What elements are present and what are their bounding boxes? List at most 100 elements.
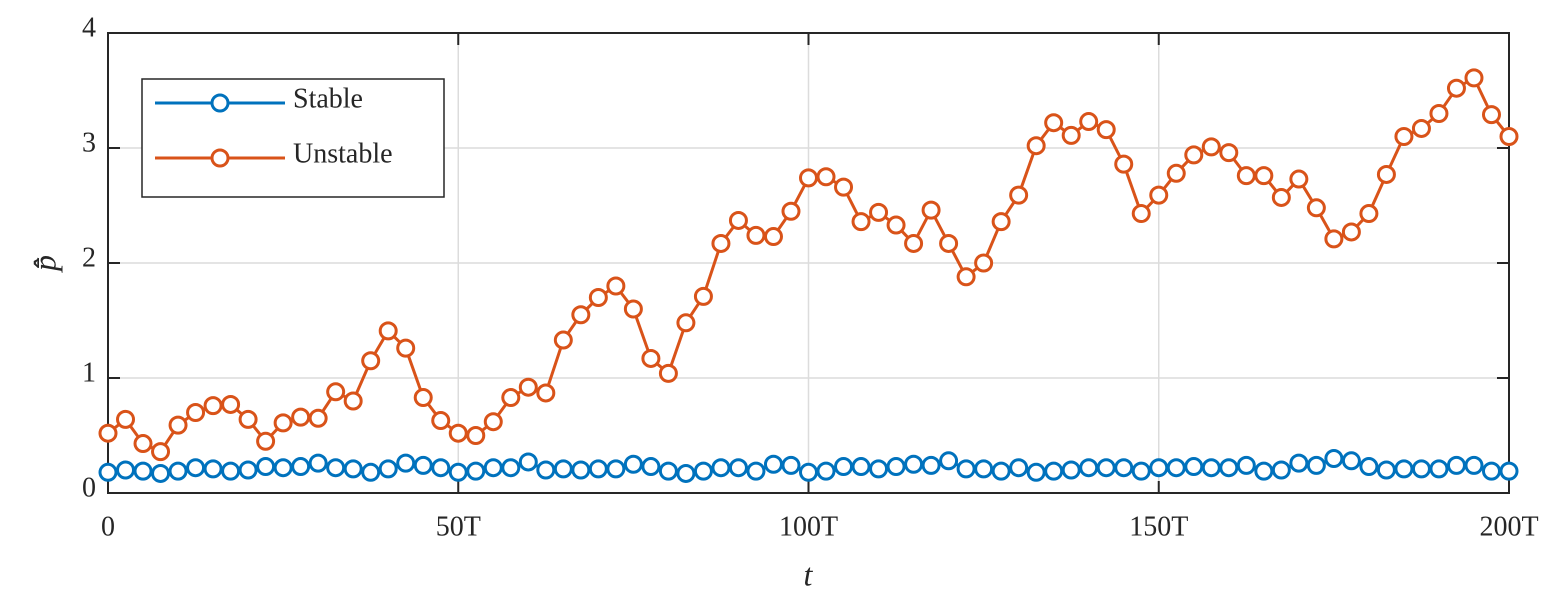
marker (448, 423, 468, 443)
marker (133, 434, 153, 454)
marker (238, 460, 258, 480)
marker (221, 394, 241, 414)
marker (1096, 458, 1116, 478)
marker (1359, 204, 1379, 224)
marker (763, 227, 783, 247)
marker (326, 458, 346, 478)
marker (886, 215, 906, 235)
marker (991, 461, 1011, 481)
marker (378, 321, 398, 341)
marker (343, 391, 363, 411)
marker (361, 462, 381, 482)
marker (378, 459, 398, 479)
marker (1306, 198, 1326, 218)
marker (623, 454, 643, 474)
marker (203, 459, 223, 479)
marker (816, 461, 836, 481)
marker (448, 462, 468, 482)
marker (501, 388, 521, 408)
x-tick-label: 150T (1129, 511, 1188, 542)
marker (904, 454, 924, 474)
marker (763, 454, 783, 474)
marker (168, 461, 188, 481)
marker (186, 458, 206, 478)
marker (921, 200, 941, 220)
marker (571, 460, 591, 480)
marker (483, 412, 503, 432)
marker (1394, 127, 1414, 146)
marker (1149, 185, 1169, 205)
marker (1324, 449, 1344, 468)
y-tick-label: 0 (82, 472, 96, 503)
x-tick-label: 100T (779, 511, 838, 542)
marker (1149, 458, 1169, 478)
marker (1394, 459, 1414, 479)
marker (1464, 68, 1484, 88)
marker (676, 313, 696, 333)
marker (658, 461, 678, 481)
marker (1131, 204, 1151, 224)
marker (536, 383, 556, 403)
marker (658, 363, 678, 383)
marker (1411, 118, 1431, 138)
marker (746, 461, 766, 481)
marker (1114, 458, 1134, 478)
marker (343, 459, 363, 479)
marker (974, 459, 994, 479)
marker (693, 286, 713, 306)
marker (1236, 455, 1256, 475)
marker (1271, 460, 1291, 480)
marker (1131, 461, 1151, 481)
marker (1499, 127, 1519, 146)
marker (116, 409, 136, 429)
marker (1166, 458, 1186, 478)
marker (834, 177, 854, 197)
marker (431, 458, 451, 478)
marker (396, 338, 416, 358)
marker (728, 458, 748, 478)
marker (939, 451, 959, 471)
x-tick-label: 50T (436, 511, 481, 542)
marker (939, 233, 959, 253)
marker (413, 455, 433, 475)
marker (238, 409, 258, 429)
marker (1376, 164, 1396, 184)
legend-box (141, 78, 445, 198)
marker (834, 457, 854, 477)
marker (851, 212, 871, 232)
marker (553, 459, 573, 479)
marker (1184, 145, 1204, 165)
marker (518, 377, 538, 397)
marker (273, 413, 293, 433)
marker (1114, 154, 1134, 174)
marker (1271, 187, 1291, 207)
legend-label: Unstable (293, 138, 393, 169)
marker (728, 210, 748, 230)
marker (956, 267, 976, 287)
marker (816, 167, 836, 187)
marker (1359, 457, 1379, 477)
marker (1026, 462, 1046, 482)
marker (711, 233, 731, 253)
marker (168, 415, 188, 435)
marker (221, 461, 241, 481)
marker (466, 461, 486, 481)
marker (501, 458, 521, 478)
marker (1009, 458, 1029, 478)
marker (623, 299, 643, 319)
marker (1009, 185, 1029, 205)
marker (606, 459, 626, 479)
marker (1079, 458, 1099, 478)
marker (1079, 112, 1099, 132)
marker (326, 382, 346, 402)
marker (1254, 166, 1274, 186)
marker (1201, 137, 1221, 157)
marker (991, 212, 1011, 232)
marker (1201, 458, 1221, 478)
marker (203, 396, 223, 416)
marker (1289, 453, 1309, 473)
marker (1044, 113, 1064, 133)
marker (256, 431, 276, 451)
marker (186, 403, 206, 422)
x-axis-label: t (804, 556, 814, 592)
